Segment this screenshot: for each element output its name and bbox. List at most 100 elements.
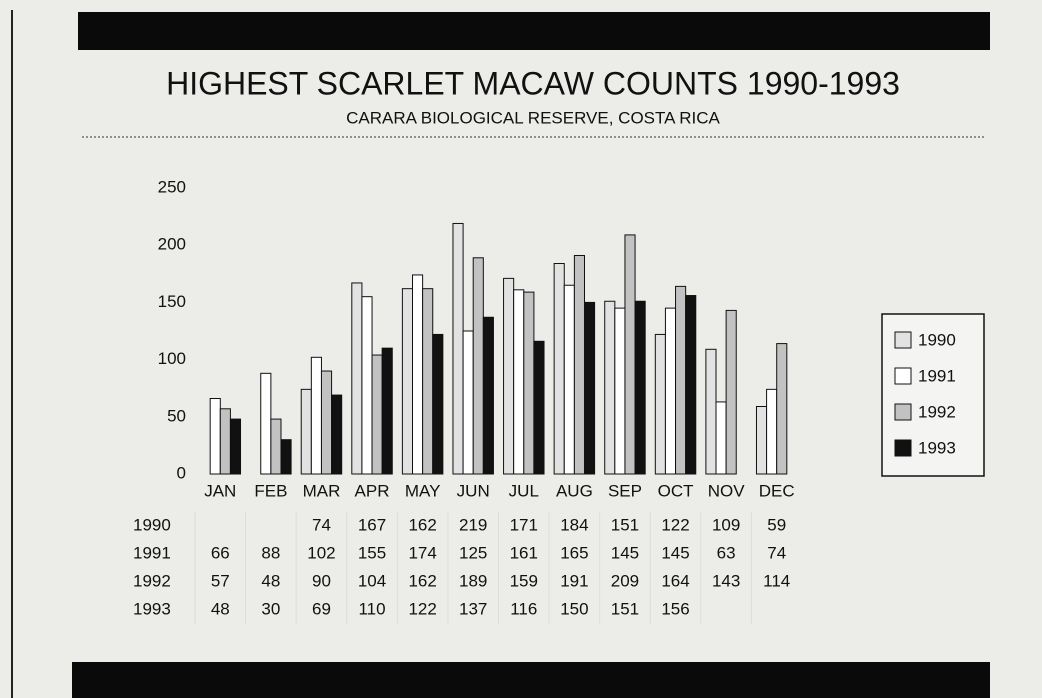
table-cell: 165 [560, 543, 588, 562]
header-band [78, 12, 990, 50]
table-cell: 137 [459, 599, 487, 618]
table-cell: 110 [358, 599, 385, 618]
table-cell: 151 [611, 599, 639, 618]
table-cell: 48 [211, 599, 230, 618]
y-tick-label: 100 [158, 349, 186, 368]
table-cell: 143 [712, 571, 740, 590]
table-cell: 162 [408, 515, 436, 534]
bar [533, 340, 545, 475]
table-row-label: 1990 [133, 515, 171, 534]
table-cell: 116 [510, 599, 537, 618]
bar [422, 288, 434, 475]
x-tick-label: FEB [254, 481, 287, 500]
table-row-label: 1993 [133, 599, 171, 618]
table-cell: 63 [717, 543, 736, 562]
bar [310, 356, 322, 475]
table-cell: 74 [767, 543, 786, 562]
bar [725, 309, 737, 475]
table-cell: 167 [358, 515, 386, 534]
bar [482, 316, 494, 475]
table-cell: 209 [611, 571, 639, 590]
bar [634, 300, 646, 475]
table-cell: 122 [661, 515, 689, 534]
bar [300, 388, 312, 475]
legend-label: 1992 [918, 402, 956, 421]
bar [563, 284, 575, 475]
bar [381, 347, 393, 475]
table-cell: 219 [459, 515, 487, 534]
table-row-label: 1992 [133, 571, 171, 590]
x-tick-label: DEC [759, 481, 795, 500]
y-tick-label: 0 [177, 463, 186, 482]
table-cell: 155 [358, 543, 386, 562]
table-cell: 184 [560, 515, 588, 534]
x-tick-label: MAR [303, 481, 341, 500]
y-tick-label: 150 [158, 292, 186, 311]
legend-swatch [894, 403, 912, 421]
table-cell: 69 [312, 599, 331, 618]
table-cell: 151 [611, 515, 639, 534]
bar [432, 333, 444, 475]
bar [614, 307, 626, 475]
table-cell: 150 [560, 599, 588, 618]
bar [573, 254, 585, 475]
table-cell: 161 [510, 543, 538, 562]
table-cell: 162 [408, 571, 436, 590]
x-tick-label: JAN [204, 481, 236, 500]
bar [675, 285, 687, 475]
bar [503, 277, 515, 475]
table-cell: 57 [211, 571, 230, 590]
bar [685, 295, 697, 475]
table-cell: 66 [211, 543, 230, 562]
table-cell: 59 [767, 515, 786, 534]
table-cell: 191 [560, 571, 588, 590]
table-cell: 74 [312, 515, 331, 534]
table-cell: 109 [712, 515, 740, 534]
bar [604, 300, 616, 475]
bar [513, 289, 525, 475]
legend-label: 1990 [918, 330, 956, 349]
table-cell: 145 [611, 543, 639, 562]
bar [755, 406, 768, 475]
table-cell: 114 [763, 571, 790, 590]
x-tick-label: NOV [708, 481, 746, 500]
bar [583, 301, 596, 475]
bar [654, 333, 666, 475]
bar [371, 354, 383, 475]
table-cell: 156 [661, 599, 689, 618]
bar [472, 257, 484, 475]
bar [229, 418, 242, 475]
x-tick-label: APR [355, 481, 390, 500]
bar [219, 408, 231, 475]
x-tick-label: OCT [658, 481, 694, 500]
bar [452, 222, 464, 475]
table-cell: 174 [408, 543, 436, 562]
x-tick-label: AUG [556, 481, 593, 500]
chart-title: HIGHEST SCARLET MACAW COUNTS 1990-1993 [166, 65, 900, 101]
table-cell: 189 [459, 571, 487, 590]
bar [401, 288, 414, 475]
legend-swatch [894, 331, 912, 349]
legend-swatch [894, 439, 912, 457]
bar [270, 418, 282, 475]
bar [260, 372, 272, 475]
legend-swatch [894, 367, 912, 385]
table-cell: 48 [261, 571, 280, 590]
bar [523, 291, 535, 475]
bar [624, 234, 636, 475]
bar [320, 370, 333, 475]
chart-subtitle: CARARA BIOLOGICAL RESERVE, COSTA RICA [346, 108, 720, 127]
table-cell: 90 [312, 571, 331, 590]
bar [351, 282, 363, 475]
table-cell: 145 [661, 543, 689, 562]
bar [776, 343, 788, 475]
x-tick-label: JUL [509, 481, 539, 500]
legend-label: 1993 [918, 438, 956, 457]
y-tick-label: 200 [158, 235, 186, 254]
y-tick-label: 250 [158, 177, 186, 196]
x-tick-label: JUN [457, 481, 490, 500]
table-cell: 171 [510, 515, 538, 534]
table-cell: 102 [307, 543, 335, 562]
bar [280, 439, 292, 475]
